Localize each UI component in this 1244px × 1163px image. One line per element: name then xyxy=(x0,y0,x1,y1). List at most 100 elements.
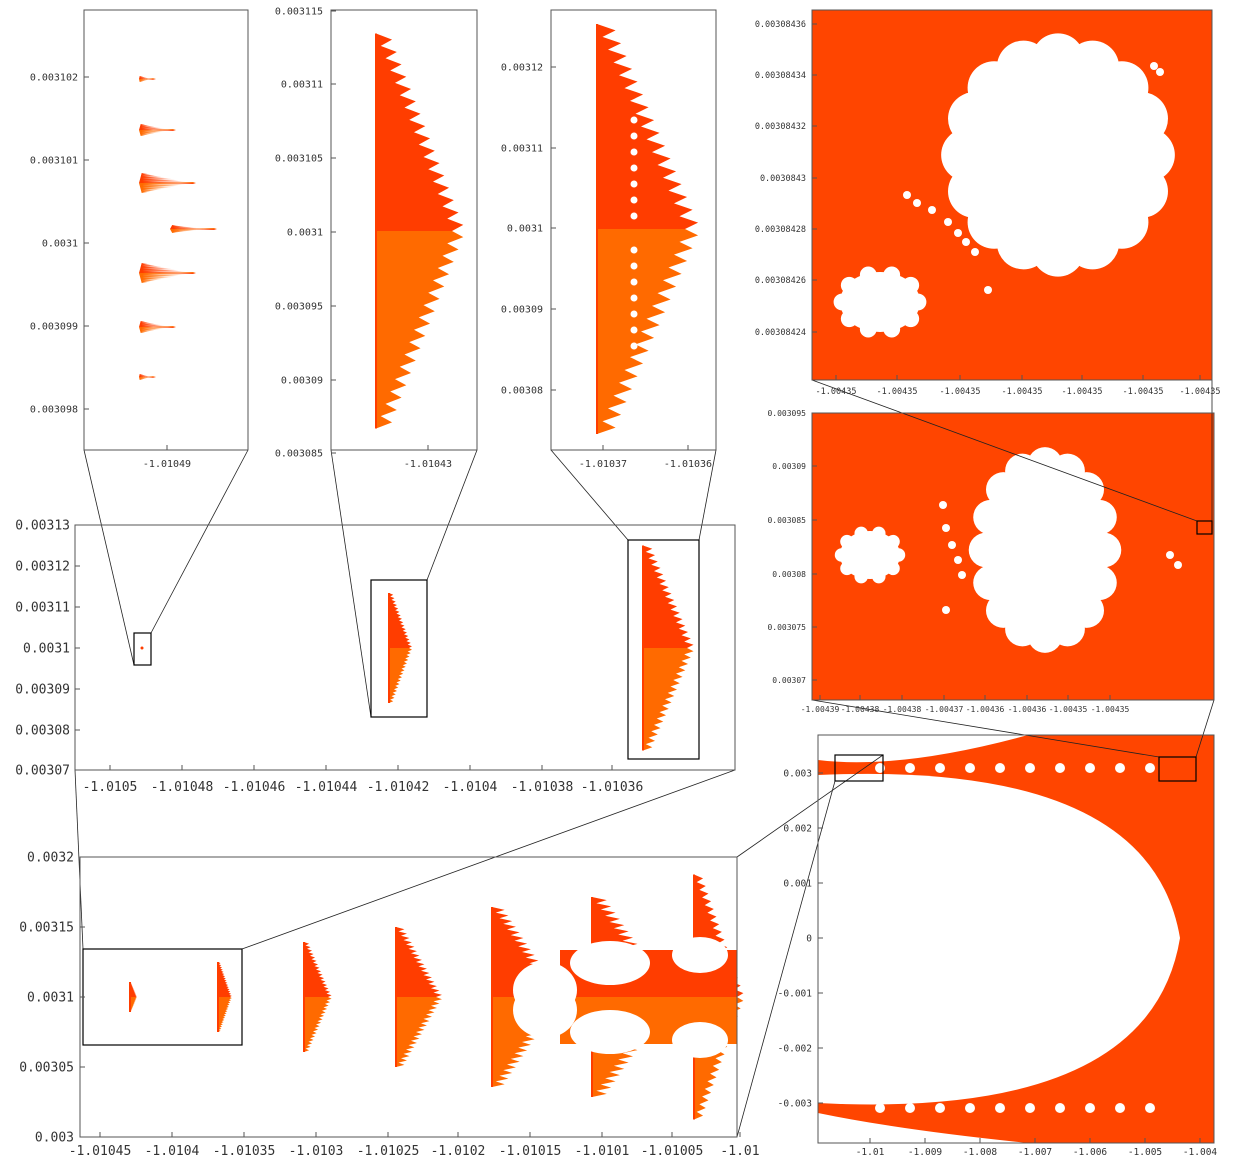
connector-line-9 xyxy=(1195,699,1215,758)
inset-1-ytick-label: 0.003101 xyxy=(30,156,78,167)
inset3-bulb xyxy=(630,326,638,334)
inset3-bulb xyxy=(630,212,638,220)
right-bottom-ytick-label: -0.002 xyxy=(778,1043,812,1054)
right-top-ytick-label: 0.00308436 xyxy=(755,20,806,30)
inset-3-ytick-label: 0.00312 xyxy=(501,63,543,74)
fractal-lower-half xyxy=(139,182,196,193)
inset-2-xtick-label: -1.01043 xyxy=(404,459,452,470)
connector-line-13 xyxy=(736,754,884,858)
inset-1-ytick-label: 0.003102 xyxy=(30,73,78,84)
bottom-gap-1 xyxy=(570,1010,650,1054)
connector-line-7 xyxy=(241,769,736,950)
right-top-ytick-label: 0.00308424 xyxy=(755,328,806,338)
zoom-box-inset2 xyxy=(370,579,428,718)
inset3-bulb xyxy=(630,294,638,302)
right-bottom-bottom-bulb xyxy=(905,1103,915,1113)
inset3-bulb xyxy=(630,262,638,270)
fractal-lower-half xyxy=(492,997,561,1087)
inset-2-ytick-label: 0.003115 xyxy=(275,7,323,18)
fractal-upper-half xyxy=(643,545,694,648)
bottom-left-xtick-label: -1.0104 xyxy=(145,1144,200,1159)
inset-2-ytick-label: 0.00309 xyxy=(281,376,323,387)
blob-body xyxy=(840,272,920,332)
inset-3-ytick-label: 0.00309 xyxy=(501,305,543,316)
connector-line-10 xyxy=(811,379,1198,522)
fractal-upper-half xyxy=(597,24,699,229)
right-top-ytick-label: 0.00308432 xyxy=(755,122,806,132)
right-mid-xtick-label: -1.00435 xyxy=(1049,705,1088,714)
right-top-xtick-label: -1.00435 xyxy=(1180,387,1221,397)
inset-2-ytick-label: 0.003105 xyxy=(275,154,323,165)
inset1-dart-6 xyxy=(139,374,156,380)
blob-petal xyxy=(973,499,1008,535)
right-mid-bulb-5 xyxy=(942,606,950,614)
blob-petal xyxy=(1082,565,1117,601)
main-mid-ytick-label: 0.00307 xyxy=(15,764,70,779)
main-mid-xtick-label: -1.01046 xyxy=(223,780,286,795)
main-dart-small xyxy=(140,646,144,650)
bottom-left-xtick-label: -1.01 xyxy=(720,1144,759,1159)
fractal-upper-half xyxy=(492,907,561,997)
connector-line-3 xyxy=(426,449,478,581)
fractal-upper-half xyxy=(139,321,176,328)
right-mid-ytick-label: 0.00308 xyxy=(772,570,806,579)
fractal-lower-half xyxy=(139,326,176,333)
right-mid-xtick-label: -1.00437 xyxy=(925,705,964,714)
right-bottom-xtick-label: -1.004 xyxy=(1183,1147,1218,1158)
connector-line-1 xyxy=(150,449,249,634)
right-bottom-top-bulb xyxy=(1145,763,1155,773)
right-top-bulb-5 xyxy=(962,238,970,246)
bottom-left-ytick-label: 0.00315 xyxy=(19,921,74,936)
right-bottom-bottom-bulb xyxy=(1085,1103,1095,1113)
main-mid-ytick-label: 0.00309 xyxy=(15,683,70,698)
blob-petal xyxy=(1114,92,1168,146)
right-bottom-top-bulb xyxy=(1055,763,1065,773)
inset3-bulb xyxy=(630,148,638,156)
right-bottom-xtick-label: -1.006 xyxy=(1073,1147,1108,1158)
connector-line-6 xyxy=(74,769,84,950)
right-mid-bulb-4 xyxy=(958,571,966,579)
right-bottom-ytick-label: 0.001 xyxy=(783,878,812,889)
bottom-left-xtick-label: -1.01005 xyxy=(641,1144,704,1159)
main-mid-xtick-label: -1.01044 xyxy=(295,780,358,795)
inset-3-ytick-label: 0.00308 xyxy=(501,386,543,397)
bottom-dart-2 xyxy=(303,942,332,1052)
right-top-bulb-0 xyxy=(903,191,911,199)
inset3-bulb xyxy=(630,246,638,254)
fractal-upper-half xyxy=(139,124,176,131)
right-bottom-xtick-label: -1.007 xyxy=(1018,1147,1052,1158)
connector-line-8 xyxy=(811,699,1160,758)
right-mid-bulb-7 xyxy=(1174,561,1182,569)
inset-1-xtick-label: -1.01049 xyxy=(143,459,191,470)
right-bottom-top-bulb xyxy=(935,763,945,773)
blob-petal xyxy=(859,266,877,284)
blob-petal xyxy=(840,310,858,328)
blob-petal xyxy=(902,276,920,294)
connector-line-0 xyxy=(83,449,135,666)
right-top-frame xyxy=(811,9,1213,381)
right-bottom-ytick-label: 0.002 xyxy=(783,823,812,834)
right-bottom-ytick-label: -0.001 xyxy=(778,988,813,999)
bottom-left-ytick-label: 0.0032 xyxy=(27,851,74,866)
blob-petal xyxy=(883,320,901,338)
right-top-xtick-label: -1.00435 xyxy=(1002,387,1043,397)
right-bottom-bottom-bulb xyxy=(1025,1103,1035,1113)
right-bottom-frame xyxy=(817,734,1215,1144)
right-top-bulb-1 xyxy=(913,199,921,207)
bottom-left-ytick-label: 0.00305 xyxy=(19,1061,74,1076)
inset3-bulb xyxy=(630,278,638,286)
right-top-bulb-9 xyxy=(1156,68,1164,76)
bottom-left-xtick-label: -1.01035 xyxy=(213,1144,276,1159)
right-mid-ytick-label: 0.00309 xyxy=(772,462,806,471)
right-top-xtick-label: -1.00435 xyxy=(1062,387,1103,397)
main-mid-ytick-label: 0.00311 xyxy=(15,601,70,616)
right-mid-bulb-6 xyxy=(1166,551,1174,559)
fractal-lower-half xyxy=(389,648,412,703)
right-top-ytick-label: 0.0030843 xyxy=(760,174,806,184)
right-bottom-top-bulb xyxy=(1025,763,1035,773)
main-mid-ytick-label: 0.00312 xyxy=(15,560,70,575)
zoom-box-right-mid xyxy=(1158,756,1197,782)
fractal-upper-half xyxy=(396,927,442,997)
right-mid-xtick-label: -1.00438 xyxy=(841,705,880,714)
